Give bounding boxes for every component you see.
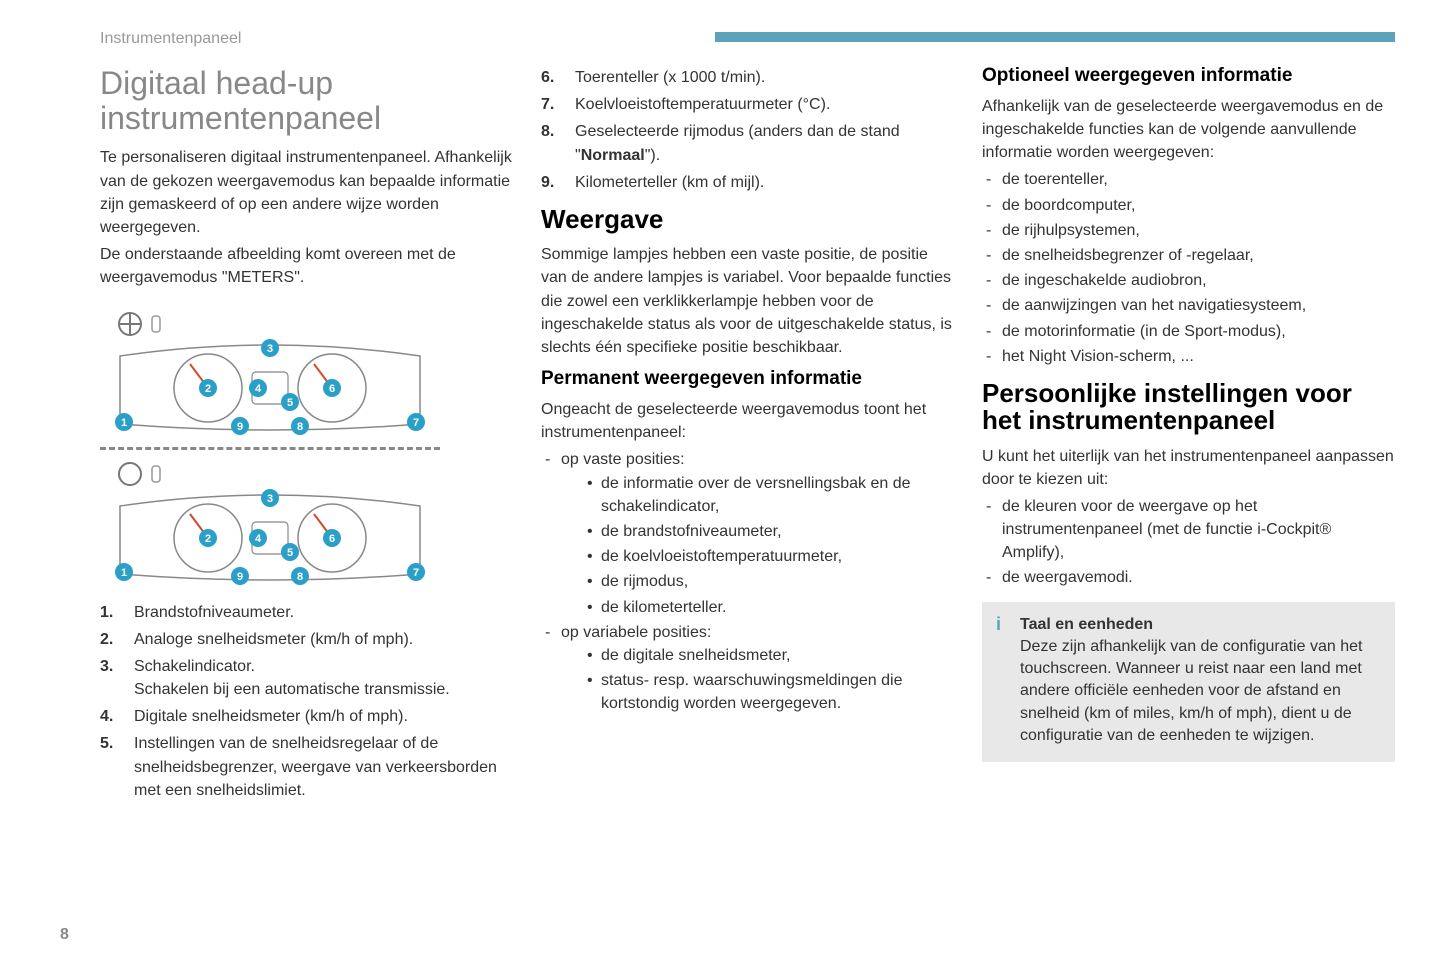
legend-item: 5.Instellingen van de snelheidsregelaar … — [100, 732, 513, 802]
content-columns: Digitaal head-up instrumentenpaneel Te p… — [100, 66, 1395, 806]
list-item: de toerenteller, — [982, 168, 1395, 191]
optional-title: Optioneel weergegeven informatie — [982, 66, 1395, 87]
fixed-positions-list: de informatie over de versnellingsbak en… — [579, 472, 954, 619]
svg-text:5: 5 — [287, 397, 293, 409]
list-item: status- resp. waarschuwingsmeldingen die… — [579, 669, 954, 715]
svg-text:5: 5 — [287, 547, 293, 559]
svg-text:4: 4 — [255, 383, 262, 395]
permanent-list: op vaste posities: de informatie over de… — [541, 448, 954, 715]
legend-item: 6.Toerenteller (x 1000 t/min). — [541, 66, 954, 89]
legend-item: 2.Analoge snelheidsmeter (km/h of mph). — [100, 628, 513, 651]
list-item: het Night Vision-scherm, ... — [982, 345, 1395, 368]
svg-text:7: 7 — [413, 567, 419, 579]
svg-text:1: 1 — [121, 417, 127, 429]
instrument-diagram: 1 2 3 4 5 6 7 8 9 — [100, 306, 440, 591]
svg-text:9: 9 — [237, 571, 243, 583]
optional-list: de toerenteller, de boordcomputer, de ri… — [982, 168, 1395, 368]
diagram-divider — [100, 447, 440, 450]
list-item: de informatie over de versnellingsbak en… — [579, 472, 954, 518]
header-accent-bar — [715, 32, 1395, 42]
legend-list-2: 6.Toerenteller (x 1000 t/min). 7.Koelvlo… — [541, 66, 954, 194]
personal-settings-intro: U kunt het uiterlijk van het instrumente… — [982, 445, 1395, 491]
svg-text:1: 1 — [121, 567, 127, 579]
weergave-title: Weergave — [541, 206, 954, 233]
info-icon: i — [996, 614, 1001, 635]
svg-text:8: 8 — [297, 421, 303, 433]
list-item: de snelheidsbegrenzer of -regelaar, — [982, 244, 1395, 267]
personal-settings-title: Persoonlijke instellingen voor het instr… — [982, 380, 1395, 435]
weergave-paragraph: Sommige lampjes hebben een vaste positie… — [541, 243, 954, 359]
optional-intro: Afhankelijk van de geselecteerde weergav… — [982, 95, 1395, 165]
list-item: op variabele posities: de digitale snelh… — [541, 621, 954, 716]
svg-text:7: 7 — [413, 417, 419, 429]
svg-text:6: 6 — [329, 533, 335, 545]
list-item: de weergavemodi. — [982, 566, 1395, 589]
list-item: de rijmodus, — [579, 570, 954, 593]
info-box-body: Deze zijn afhankelijk van de configurati… — [1020, 636, 1377, 748]
info-box-title: Taal en eenheden — [1020, 616, 1377, 634]
permanent-title: Permanent weergegeven informatie — [541, 369, 954, 390]
list-item: de kilometerteller. — [579, 596, 954, 619]
svg-text:3: 3 — [267, 493, 273, 505]
svg-text:6: 6 — [329, 383, 335, 395]
list-item: op vaste posities: de informatie over de… — [541, 448, 954, 618]
legend-item: 9.Kilometerteller (km of mijl). — [541, 171, 954, 194]
permanent-intro: Ongeacht de geselecteerde weergavemodus … — [541, 398, 954, 444]
page-number: 8 — [60, 926, 69, 944]
legend-item: 7.Koelvloeistoftemperatuurmeter (°C). — [541, 93, 954, 116]
legend-item: 3.Schakelindicator. Schakelen bij een au… — [100, 655, 513, 701]
info-box: i Taal en eenheden Deze zijn afhankelijk… — [982, 602, 1395, 762]
legend-item: 8.Geselecteerde rijmodus (anders dan de … — [541, 120, 954, 166]
svg-text:2: 2 — [205, 533, 211, 545]
intro-paragraph-2: De onderstaande afbeelding komt overeen … — [100, 243, 513, 289]
column-1: Digitaal head-up instrumentenpaneel Te p… — [100, 66, 513, 806]
list-item: de aanwijzingen van het navigatiesysteem… — [982, 294, 1395, 317]
list-item: de digitale snelheidsmeter, — [579, 644, 954, 667]
list-item: de kleuren voor de weergave op het instr… — [982, 495, 1395, 565]
column-3: Optioneel weergegeven informatie Afhanke… — [982, 66, 1395, 806]
list-item: de ingeschakelde audiobron, — [982, 269, 1395, 292]
legend-item: 4.Digitale snelheidsmeter (km/h of mph). — [100, 705, 513, 728]
legend-list-1: 1.Brandstofniveaumeter. 2.Analoge snelhe… — [100, 601, 513, 803]
list-item: de boordcomputer, — [982, 194, 1395, 217]
list-item: de motorinformatie (in de Sport-modus), — [982, 320, 1395, 343]
svg-text:8: 8 — [297, 571, 303, 583]
dashboard-diagram-bottom: 1 2 3 4 5 6 7 8 9 — [100, 456, 440, 586]
main-title: Digitaal head-up instrumentenpaneel — [100, 66, 513, 136]
list-item: de rijhulpsystemen, — [982, 219, 1395, 242]
legend-item: 1.Brandstofniveaumeter. — [100, 601, 513, 624]
list-item: de koelvloeistoftemperatuurmeter, — [579, 545, 954, 568]
personal-settings-list: de kleuren voor de weergave op het instr… — [982, 495, 1395, 590]
intro-paragraph-1: Te personaliseren digitaal instrumentenp… — [100, 146, 513, 239]
column-2: 6.Toerenteller (x 1000 t/min). 7.Koelvlo… — [541, 66, 954, 806]
list-item: de brandstofniveaumeter, — [579, 520, 954, 543]
svg-text:2: 2 — [205, 383, 211, 395]
svg-text:3: 3 — [267, 343, 273, 355]
variable-positions-list: de digitale snelheidsmeter, status- resp… — [579, 644, 954, 716]
svg-text:9: 9 — [237, 421, 243, 433]
dashboard-diagram-top: 1 2 3 4 5 6 7 8 9 — [100, 306, 440, 436]
svg-text:4: 4 — [255, 533, 262, 545]
